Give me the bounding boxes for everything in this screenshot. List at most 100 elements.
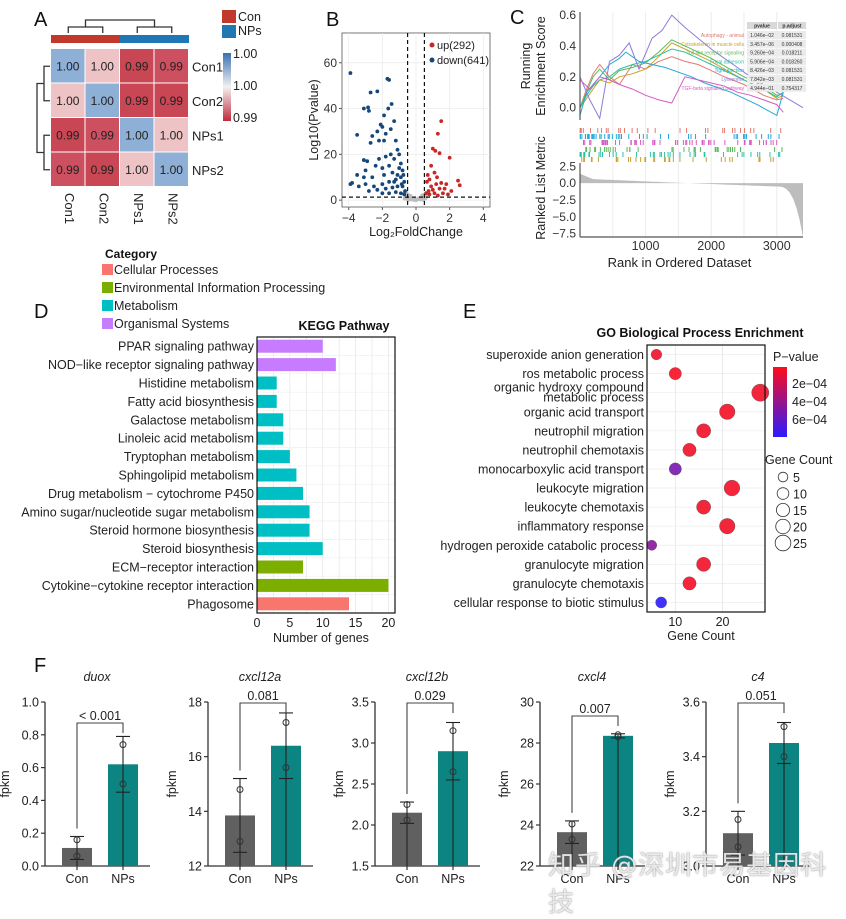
point-ns [418,197,422,201]
point-down [370,134,374,138]
point-up [448,156,452,160]
y-tick-label: 0.2 [559,70,576,84]
group-annotation-cell [120,35,155,43]
heatmap-cell-label: 1.00 [56,59,80,73]
point-up [433,149,437,153]
barplot-duox: duox0.00.20.40.60.81.0fpkmCon NPs< 0.001 [0,670,150,886]
go-dot [656,597,667,608]
point-down [396,184,400,188]
heatmap-cell-label: 1.00 [125,128,149,142]
size-legend-label: 15 [793,504,807,518]
panel-b-volcano: −4 −2 0 2 40204060Log₂FoldChangeLog10(Pvalue… [307,33,490,239]
panel-label-d: D [34,301,48,323]
colorbar-label: 2e−04 [792,377,827,391]
point-down [386,107,390,111]
go-term-label: granulocyte migration [524,558,644,572]
point-down [390,102,394,106]
gene-title: duox [83,670,111,684]
x-axis-title: Gene Count [667,629,735,643]
point-down [365,159,369,163]
go-dot [697,500,711,514]
y-axis-title: fpkm [0,770,12,797]
size-legend-label: 10 [793,488,807,502]
go-dot [719,404,735,420]
point-down [392,119,396,123]
legend-label: Cellular Processes [114,263,218,277]
table-header: pvalue [754,24,770,30]
x-tick-label: NPs [772,872,796,886]
group-annotation-cell [155,35,190,43]
table-pathway-label: Toll-like receptor signaling [686,51,744,57]
p-value-label: 0.081 [247,689,278,703]
x-tick-label: 1000 [632,239,660,253]
point-down [396,173,400,177]
go-term-label: granulocyte chemotaxis [513,577,644,591]
table-pathway-label: Focal adhesion [710,59,744,65]
point-down [392,157,396,161]
point-down [369,141,373,145]
p-value-label: 0.051 [745,689,776,703]
y-axis-title: fpkm [332,770,346,797]
x-tick-label: 15 [349,616,363,630]
dendrogram-branches [68,20,172,33]
point-down [389,127,393,131]
point-down [367,189,371,193]
go-term-label: cellular response to biotic stimulus [454,596,644,610]
table-pvalue: 5.906e−04 [750,59,774,65]
y-tick-label: 3.6 [683,696,700,710]
y-tick-label: 0.6 [22,761,39,775]
x-tick-label: −4 [342,211,356,225]
bar [257,450,290,463]
point-down [396,148,400,152]
table-pvalue: 4.944e−01 [750,86,774,92]
go-dot [683,577,696,590]
y-tick-label: 3.5 [352,696,369,710]
y-tick-label: 0.0 [559,101,576,115]
heatmap-cell-label: 0.99 [160,94,184,108]
heatmap-cell-label: 1.00 [91,59,115,73]
table-pathway-label: Cytoskeleton in muscle cells [681,42,744,48]
point-down [389,152,393,156]
point-down [364,182,368,186]
category-label: Drug metabolism − cytochrome P450 [48,487,254,501]
point-down [394,139,398,143]
size-legend-circle [776,503,789,516]
x-tick-label: 2000 [697,239,725,253]
category-label: Steroid biosynthesis [142,542,254,556]
y-tick-label: 30 [520,696,534,710]
point-down [372,184,376,188]
y-tick-label: 24 [520,819,534,833]
x-tick-label: −2 [376,211,390,225]
y-tick-label: 16 [188,750,202,764]
y-tick-label: 0 [330,193,337,207]
x-tick-label: Con [561,872,584,886]
point-down [364,168,368,172]
point-up [425,180,429,184]
point-down [382,139,386,143]
go-term-label: metabolic process [543,391,644,405]
panel-label-a: A [34,9,48,31]
y-axis-title-bottom: Ranked List Metric [534,136,548,240]
panel-f-barplots: duox 0.0 0.2 0.4 0.6 0.8 1.0 fpkm Con NPs < 0.001 c… [0,670,811,886]
group-legend-label: Con [238,10,261,24]
x-tick-label: 2 [446,211,453,225]
y-axis-title: Log10(Pvalue) [307,79,321,160]
heatmap-cell-label: 0.99 [125,94,149,108]
panel-label-c: C [510,7,524,29]
panel-label-b: B [326,9,339,31]
y-tick-label: 1.5 [352,860,369,874]
panel-c-gsea: pvalue p.adjust 1.046e−02 0.081531 Autophagy… [519,8,806,270]
go-term-label: neutrophil chemotaxis [522,443,644,457]
bar [257,579,388,592]
point-ns [407,198,411,202]
y-tick-label: 0.2 [22,827,39,841]
point-down [367,109,371,113]
bar [257,524,310,537]
chart-title: GO Biological Process Enrichment [596,326,804,340]
point-up [458,183,462,187]
table-padjust: 0.018211 [782,51,803,57]
heatmap-col-label: NPs1 [131,193,146,225]
size-legend-circle [775,535,791,551]
panel-label-e: E [463,301,476,323]
y-tick-label: 28 [520,737,534,751]
